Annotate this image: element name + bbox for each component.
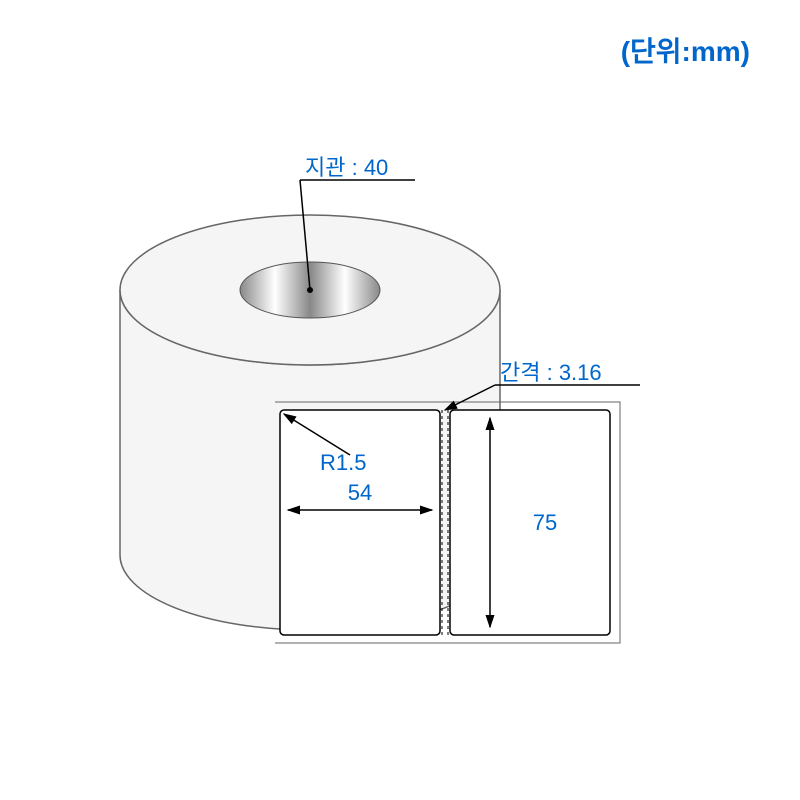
unit-label: (단위:mm) <box>621 30 750 70</box>
label-1 <box>280 410 440 635</box>
gap-dimension-text: 간격 : 3.16 <box>500 360 602 385</box>
core-dimension-text: 지관 : 40 <box>305 155 388 180</box>
roll-diagram: 지관 : 40 간격 : 3.16 R1.5 54 75 <box>0 0 800 800</box>
core-dot <box>307 287 313 293</box>
label-2 <box>450 410 610 635</box>
width-dimension-text: 54 <box>348 480 372 505</box>
height-dimension-text: 75 <box>533 510 557 535</box>
unit-text: (단위:mm) <box>621 36 750 67</box>
radius-dimension-text: R1.5 <box>320 450 366 475</box>
